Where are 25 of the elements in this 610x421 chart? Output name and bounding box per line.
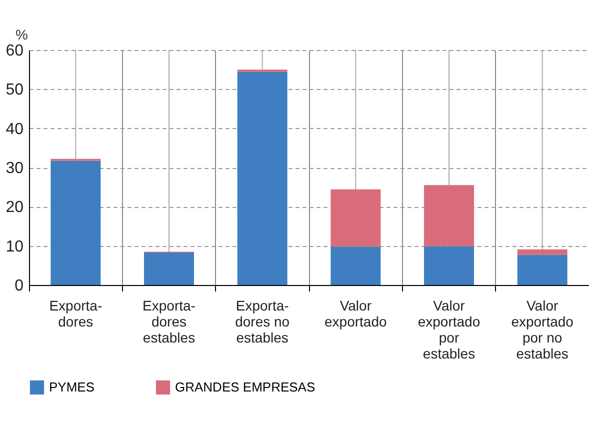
bar [144,252,194,285]
y-tick-label: 60 [6,42,24,60]
bar [50,160,101,285]
x-tick-label: Exporta- dores no estables [235,298,290,346]
bar [424,185,474,246]
x-tick-label: Valor exportado por estables [418,298,480,362]
y-tick-label: 40 [6,120,24,138]
bar [330,189,381,247]
y-axis-title: % [16,26,28,42]
x-tick-label: Valor exportado [324,298,388,330]
legend-label: PYMES [49,379,95,394]
legend-label: GRANDES EMPRESAS [175,379,316,394]
x-tick-label: Exporta- dores [49,298,102,330]
bar [237,72,288,285]
x-tick-label: Exporta- dores estables [142,298,196,346]
y-tick-label: 20 [6,199,24,216]
y-tick-label: 30 [6,160,24,177]
bar [330,246,381,285]
bar [424,246,474,285]
bar [517,254,568,285]
x-tick-label: Valor exportado por no estables [511,298,574,362]
bar [517,249,568,255]
y-tick-label: 10 [6,238,24,256]
y-tick-label: 50 [6,82,24,99]
y-tick-label: 0 [14,278,24,294]
